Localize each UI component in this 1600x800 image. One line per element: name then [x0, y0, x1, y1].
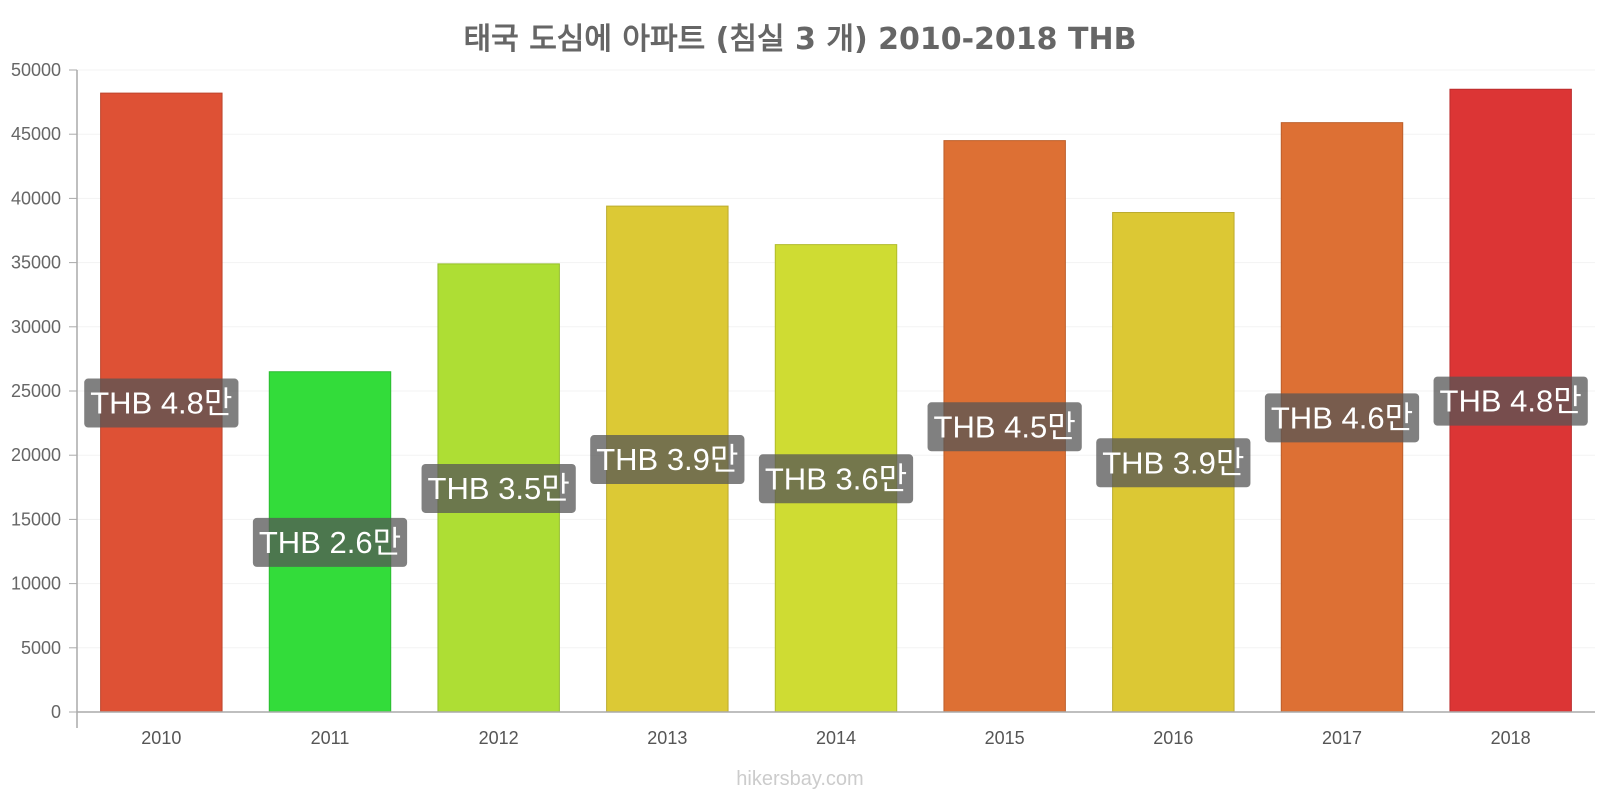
- data-label-text: THB 3.9만: [596, 442, 738, 477]
- data-label: THB 4.8만: [1433, 376, 1588, 426]
- data-label-box: [1264, 393, 1420, 443]
- x-tick-label: 2010: [141, 728, 181, 748]
- data-label: THB 3.6만: [758, 454, 914, 504]
- y-tick-label: 0: [51, 702, 61, 722]
- data-label-text: THB 4.6만: [1271, 400, 1413, 435]
- data-label-text: THB 4.5만: [934, 409, 1076, 444]
- data-label-box: [252, 517, 408, 567]
- data-label: THB 3.5만: [421, 463, 576, 513]
- x-tick-label: 2016: [1153, 728, 1193, 748]
- data-label: THB 4.6만: [1264, 393, 1420, 443]
- y-tick-label: 50000: [11, 60, 61, 80]
- y-tick-label: 25000: [11, 381, 61, 401]
- y-tick-label: 35000: [11, 253, 61, 273]
- data-label-box: [1096, 438, 1251, 488]
- watermark: hikersbay.com: [736, 768, 864, 790]
- data-label-box: [421, 463, 576, 513]
- data-label: THB 4.5만: [927, 402, 1082, 452]
- x-tick-label: 2011: [311, 728, 350, 748]
- data-label-box: [590, 435, 745, 485]
- x-tick-label: 2018: [1491, 728, 1531, 748]
- data-label: THB 3.9만: [590, 435, 745, 485]
- data-label-box: [927, 402, 1082, 452]
- y-tick-label: 10000: [11, 574, 61, 594]
- x-tick-label: 2015: [985, 728, 1025, 748]
- x-tick-label: 2017: [1322, 728, 1362, 748]
- data-label-text: THB 4.8만: [1440, 384, 1582, 419]
- y-tick-label: 30000: [11, 317, 61, 337]
- x-tick-label: 2014: [816, 728, 856, 748]
- data-label-text: THB 2.6만: [259, 525, 401, 560]
- data-label-text: THB 3.9만: [1102, 445, 1244, 480]
- x-tick-label: 2013: [647, 728, 687, 748]
- chart-title: 태국 도심에 아파트 (침실 3 개) 2010-2018 THB: [463, 22, 1137, 57]
- y-tick-label: 45000: [11, 124, 61, 144]
- data-label: THB 3.9만: [1096, 438, 1251, 488]
- x-tick-label: 2012: [479, 728, 519, 748]
- data-label: THB 2.6만: [252, 517, 408, 567]
- y-tick-label: 40000: [11, 188, 61, 208]
- y-tick-label: 15000: [11, 509, 61, 529]
- axes: 0 5000 10000 15000 20000 25000 30000 35000 40000…: [11, 60, 1595, 748]
- data-labels: THB 4.8만 THB 2.6만 THB 3.5만 THB 3.9만 THB 3.6만…: [84, 376, 1588, 567]
- data-label-text: THB 4.8만: [90, 386, 232, 421]
- data-label-box: [758, 454, 914, 504]
- data-label-text: THB 3.5만: [428, 471, 570, 506]
- data-label: THB 4.8만: [84, 378, 239, 428]
- y-tick-label: 5000: [21, 638, 61, 658]
- data-label-text: THB 3.6만: [765, 461, 907, 496]
- y-tick-label: 20000: [11, 445, 61, 465]
- data-label-box: [1433, 376, 1588, 426]
- data-label-box: [84, 378, 239, 428]
